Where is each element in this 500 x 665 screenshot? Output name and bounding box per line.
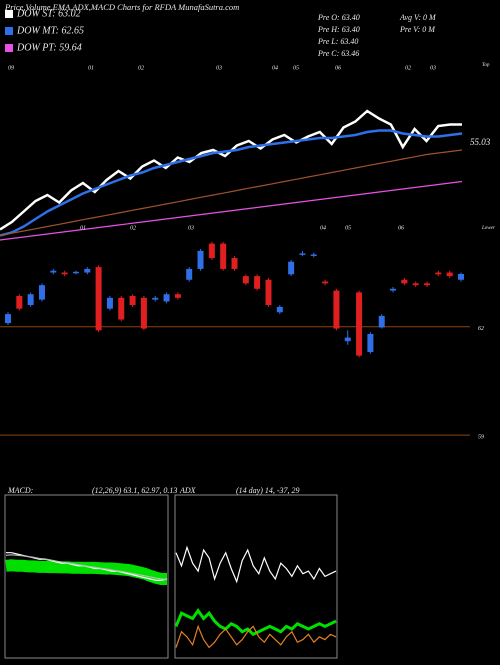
x-tick-label: 06 — [398, 225, 404, 231]
series-line — [5, 554, 168, 581]
stat: Pre C: 63.46 — [317, 49, 359, 58]
candle-body — [140, 297, 147, 329]
panel-title: MACD: — [7, 486, 34, 495]
candle-body — [186, 268, 193, 280]
x-tick-label: 02 — [138, 65, 144, 71]
stat: Pre V: 0 M — [399, 25, 436, 34]
series-line — [0, 129, 463, 237]
candle-body — [231, 258, 238, 269]
candle-body — [288, 261, 295, 275]
legend-label: DOW ST: 63.02 — [16, 8, 81, 19]
candle-body — [50, 270, 57, 273]
x-tick-label: 02 — [405, 65, 411, 71]
candle-body — [265, 279, 272, 306]
annotation: Top — [482, 63, 490, 68]
x-tick-label: 01 — [80, 225, 86, 231]
candle-body — [84, 268, 91, 273]
panel-subtitle: (14 day) 14, -37, 29 — [236, 486, 300, 495]
x-tick-label: 03 — [216, 65, 222, 71]
legend-swatch — [5, 44, 13, 52]
macd-frame — [4, 494, 169, 659]
x-tick-label: 05 — [293, 65, 299, 71]
y-tick-label: 59 — [478, 435, 484, 441]
stat: Avg V: 0 M — [399, 13, 437, 22]
stat: Pre L: 63.40 — [317, 37, 358, 46]
candle-body — [446, 272, 453, 277]
x-tick-label: 09 — [8, 65, 14, 71]
series-line — [5, 559, 167, 585]
candle-body — [390, 288, 397, 291]
candle-body — [356, 292, 363, 356]
panel-title: ADX — [179, 486, 197, 495]
candle-body — [412, 283, 419, 286]
series-line — [175, 545, 337, 584]
candle-body — [220, 243, 227, 269]
candle-body — [197, 250, 204, 269]
candle-body — [118, 297, 125, 320]
candle-body — [27, 294, 34, 306]
y-tick-label: 62 — [478, 326, 484, 332]
candle-body — [344, 337, 351, 342]
series-line — [175, 624, 337, 649]
x-tick-label: 04 — [320, 224, 326, 231]
candle-body — [367, 333, 374, 353]
candle-body — [254, 276, 261, 289]
candle-body — [16, 296, 23, 309]
x-tick-label: 05 — [345, 225, 351, 231]
x-tick-label: 02 — [130, 225, 136, 231]
candle-body — [299, 253, 306, 255]
x-tick-label: 03 — [430, 65, 436, 71]
candle-body — [72, 271, 79, 274]
candle-body — [163, 294, 170, 302]
x-tick-label: 03 — [188, 225, 194, 231]
x-tick-label: 06 — [335, 65, 341, 71]
stat: Pre O: 63.40 — [317, 13, 360, 22]
adx-frame — [174, 494, 338, 659]
candle-body — [106, 297, 113, 309]
legend-swatch — [5, 27, 13, 35]
candle-body — [276, 306, 283, 313]
series-line — [0, 149, 463, 237]
stat: Pre H: 63.40 — [317, 25, 360, 34]
x-tick-label: 04 — [272, 64, 278, 71]
chart-title: Price,Volume,EMA,ADX,MACD Charts for RFD… — [4, 2, 239, 12]
candle-body — [242, 276, 249, 284]
annotation: Lower — [481, 226, 495, 231]
candle-body — [129, 296, 136, 306]
candle-body — [333, 290, 340, 329]
candle-body — [322, 281, 329, 284]
candle-body — [208, 243, 215, 259]
candle-body — [435, 272, 442, 275]
legend-label: DOW PT: 59.64 — [16, 42, 82, 53]
candle-body — [95, 267, 102, 331]
candle-body — [174, 294, 181, 298]
candle-body — [5, 314, 11, 324]
candle-body — [458, 273, 464, 280]
candle-body — [401, 279, 408, 284]
annotation: 55.03 — [470, 137, 491, 147]
legend-swatch — [5, 10, 13, 18]
candle-body — [310, 254, 317, 256]
legend-label: DOW MT: 62.65 — [16, 25, 84, 36]
panel-subtitle: (12,26,9) 63.1, 62.97, 0.13 — [92, 486, 177, 495]
candle-body — [378, 315, 385, 328]
candle-body — [61, 272, 68, 275]
series-line — [0, 180, 463, 241]
series-line — [174, 607, 337, 637]
x-tick-label: 01 — [88, 65, 94, 71]
candle-body — [424, 283, 431, 286]
candle-body — [38, 285, 45, 300]
candle-body — [152, 297, 159, 300]
